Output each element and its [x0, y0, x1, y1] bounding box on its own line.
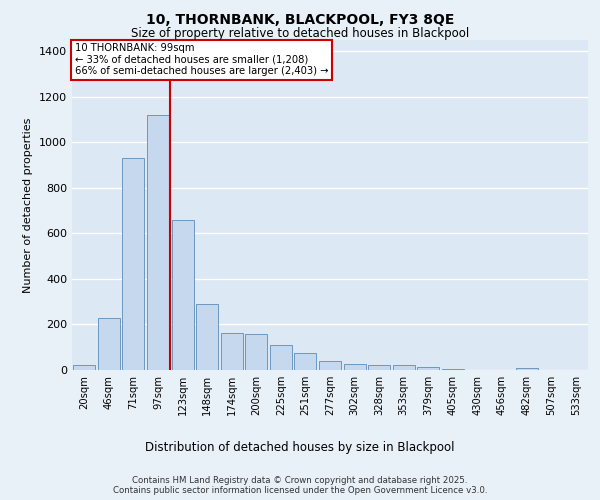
Bar [147, 115, 169, 370]
Bar [515, 368, 538, 370]
Bar [122, 158, 145, 370]
Bar [344, 364, 365, 370]
Y-axis label: Number of detached properties: Number of detached properties [23, 118, 34, 292]
Bar [295, 353, 316, 370]
Text: Size of property relative to detached houses in Blackpool: Size of property relative to detached ho… [131, 28, 469, 40]
Bar [245, 334, 268, 370]
Bar [73, 366, 95, 370]
Bar [196, 304, 218, 370]
Bar [392, 366, 415, 370]
Bar [98, 318, 120, 370]
Bar [221, 333, 243, 370]
Bar [319, 361, 341, 370]
Bar [417, 366, 439, 370]
Bar [368, 366, 390, 370]
Text: 10, THORNBANK, BLACKPOOL, FY3 8QE: 10, THORNBANK, BLACKPOOL, FY3 8QE [146, 12, 454, 26]
Text: Contains HM Land Registry data © Crown copyright and database right 2025.
Contai: Contains HM Land Registry data © Crown c… [113, 476, 487, 495]
Bar [172, 220, 194, 370]
Bar [442, 369, 464, 370]
Text: 10 THORNBANK: 99sqm
← 33% of detached houses are smaller (1,208)
66% of semi-det: 10 THORNBANK: 99sqm ← 33% of detached ho… [74, 44, 328, 76]
Text: Distribution of detached houses by size in Blackpool: Distribution of detached houses by size … [145, 441, 455, 454]
Bar [270, 345, 292, 370]
